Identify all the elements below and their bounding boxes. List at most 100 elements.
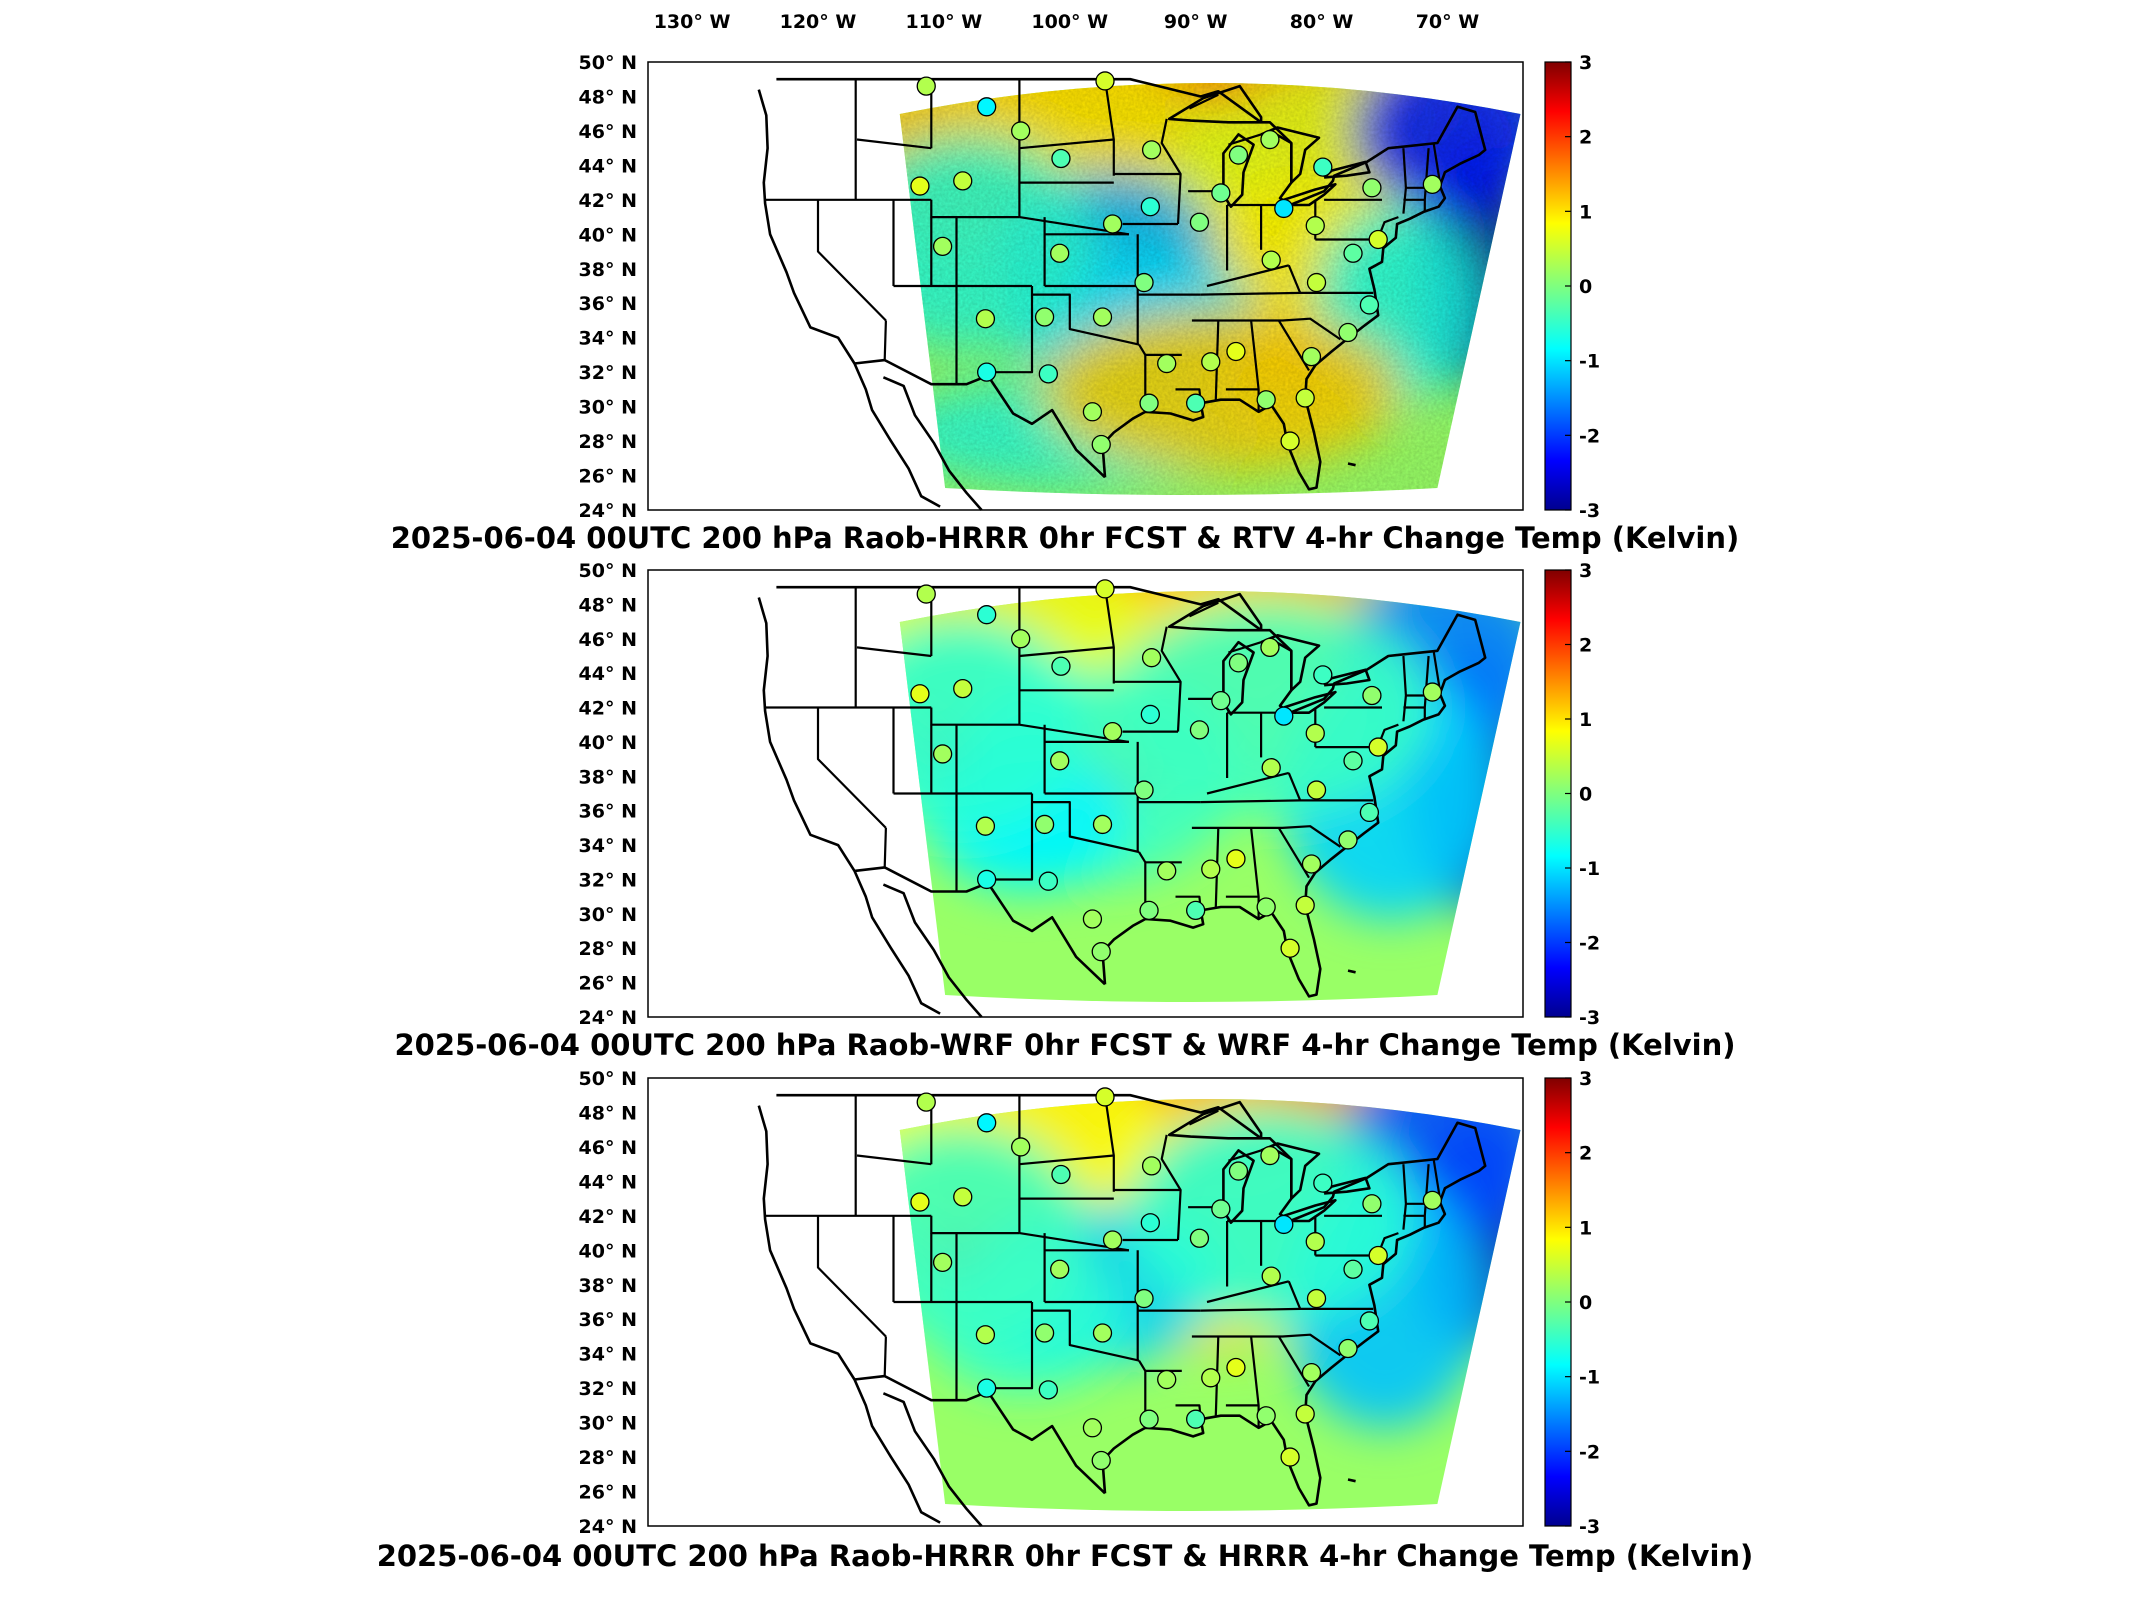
station-marker [1338,322,1358,343]
station-marker [1260,637,1280,658]
latitude-label: 42° N [579,190,637,212]
station-marker [916,1092,936,1112]
station-marker [1011,629,1031,649]
raob-stations [910,71,1443,455]
colorbar-tick-label: -2 [1579,1441,1600,1463]
station-marker [910,684,930,704]
colorbar: 3 2 1 0 -1 -2 -3 [1544,1068,1600,1538]
station-marker [1211,1199,1231,1219]
station-marker [953,1187,973,1207]
panel-title: 2025-06-04 00UTC 200 hPa Raob-HRRR 0hr F… [391,521,1740,555]
station-marker [1141,648,1162,668]
latitude-label: 24° N [579,500,637,522]
latitude-label: 46° N [579,121,637,143]
latitude-label: 38° N [579,766,637,788]
latitude-label: 34° N [579,1344,637,1366]
colorbar: 3 2 1 0 -1 -2 -3 [1544,52,1600,522]
station-marker [1256,1406,1276,1426]
station-marker [1134,780,1154,800]
station-marker [1157,353,1177,374]
latitude-label: 28° N [579,938,637,960]
latitude-label: 42° N [579,1206,637,1228]
station-marker [1422,174,1443,194]
latitude-label: 32° N [579,362,637,384]
station-marker [1186,1409,1206,1429]
station-marker [1280,1447,1300,1467]
station-marker [1186,900,1206,921]
station-marker [916,76,936,96]
station-marker [1313,1173,1333,1193]
latitude-label: 34° N [579,835,637,857]
longitude-label: 90° W [1164,11,1228,33]
longitude-label: 100° W [1031,11,1108,33]
station-marker [1368,737,1388,757]
station-marker [975,309,996,329]
station-marker [1343,751,1363,771]
map-panel: 50° N 48° N 46° N 44° N 42° N 40° N 38° N 36° N… [391,52,1740,555]
station-marker [953,171,973,191]
latitude-label: 26° N [579,466,637,488]
colorbar-tick-label: 2 [1579,635,1592,657]
station-marker [1228,653,1249,673]
station-marker [1301,346,1322,367]
latitude-axis: 50° N 48° N 46° N 44° N 42° N 40° N 38° N 36° N… [579,52,637,522]
latitude-label: 24° N [579,1516,637,1538]
station-marker [1211,691,1231,711]
colorbar-tick-label: -3 [1579,1007,1600,1029]
station-marker [1338,830,1358,850]
colorbar-tick-label: 1 [1579,201,1592,223]
colorbar-tick-label: -1 [1579,351,1600,373]
station-marker [1301,854,1322,874]
station-marker [1201,352,1221,372]
station-marker [916,584,936,604]
station-marker [977,869,997,890]
station-marker [1211,183,1231,203]
station-marker [1092,307,1113,327]
latitude-label: 44° N [579,663,637,685]
colorbar-tick-label: 0 [1579,276,1592,298]
station-marker [932,744,953,764]
station-marker [1261,758,1281,778]
colorbar-tick-label: -3 [1579,1516,1600,1538]
panel-title: 2025-06-04 00UTC 200 hPa Raob-HRRR 0hr F… [377,1539,1754,1573]
station-marker [932,1252,953,1273]
latitude-label: 40° N [579,732,637,754]
station-marker [1157,1369,1177,1390]
latitude-label: 24° N [579,1007,637,1029]
raob-stations [910,1087,1443,1471]
longitude-label: 130° W [654,11,731,33]
station-marker [1082,909,1103,929]
station-marker [1082,1418,1103,1438]
station-marker [975,816,996,836]
station-marker [1157,861,1177,881]
station-marker [1359,802,1380,823]
station-marker [1139,393,1159,413]
latitude-label: 48° N [579,86,637,108]
station-marker [1038,364,1059,384]
latitude-label: 44° N [579,155,637,177]
station-marker [1226,341,1246,362]
colorbar-tick-label: 0 [1579,1292,1592,1314]
state-boundaries [765,587,1441,919]
station-marker [1050,751,1070,771]
station-marker [1034,814,1055,835]
latitude-label: 38° N [579,1275,637,1297]
station-marker [1362,685,1382,706]
station-marker [1422,682,1443,702]
station-marker [1038,1380,1059,1400]
station-marker [1091,434,1111,455]
station-marker [977,1113,997,1133]
station-marker [1102,214,1123,234]
latitude-label: 50° N [579,1068,637,1090]
map-panel: 50° N 48° N 46° N 44° N 42° N 40° N 38° N 36° N… [377,1068,1754,1573]
station-marker [1038,871,1059,891]
latitude-label: 28° N [579,1447,637,1469]
station-marker [1134,1288,1154,1309]
station-marker [1189,720,1210,740]
latitude-label: 50° N [579,560,637,582]
station-marker [1256,897,1276,917]
colorbar-tick-label: 3 [1579,52,1592,74]
colorbar-tick-label: 3 [1579,560,1592,582]
station-marker [1261,1266,1281,1286]
colorbar-tick-label: 2 [1579,127,1592,149]
